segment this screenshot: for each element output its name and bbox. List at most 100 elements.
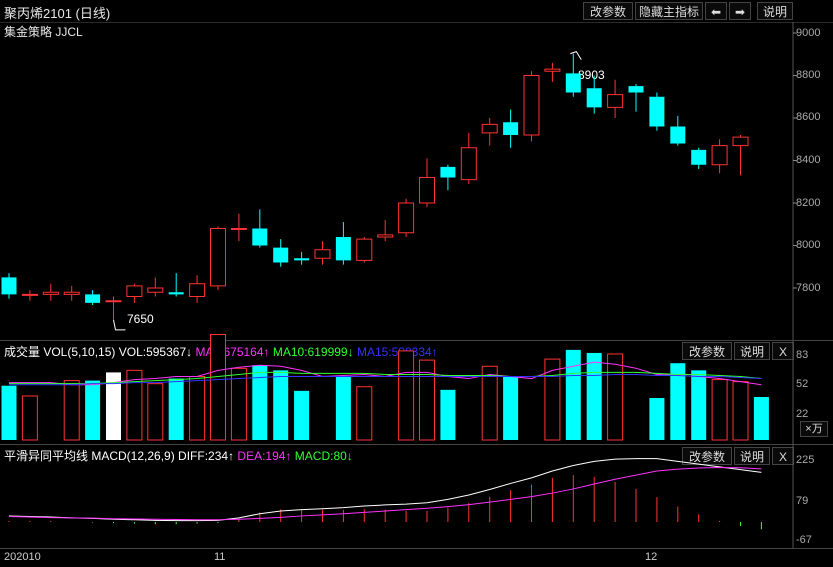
volume-bar <box>294 390 310 440</box>
volume-bar <box>711 379 728 441</box>
candle-body <box>523 75 540 136</box>
diff-line <box>8 458 762 522</box>
unit-label: ×万 <box>800 421 828 437</box>
max-pointer <box>570 51 582 60</box>
volume-help-button[interactable]: 说明 <box>734 342 770 360</box>
volume-bar <box>1 385 17 440</box>
volume-bar <box>753 396 769 440</box>
volume-bar <box>670 363 686 440</box>
max-price-label: 8903 <box>578 68 605 82</box>
macd-title-bar: 平滑异同平均线 MACD(12,26,9) DIFF:234↑ DEA:194↑… <box>4 447 353 464</box>
title-bar: 聚丙烯2101 (日线) 改参数 隐藏主指标 ⬅ ➡ 说明 <box>0 0 833 23</box>
y-tick: 9000 <box>796 27 821 39</box>
scroll-right-button[interactable]: ➡ <box>729 2 751 20</box>
ma15-value: MA15:598334↑ <box>356 345 438 359</box>
volume-bar <box>21 395 38 441</box>
volume-bar <box>85 380 101 440</box>
diff-value: DIFF:234↑ <box>178 449 235 463</box>
volume-bar <box>565 349 581 440</box>
volume-bar <box>252 365 268 440</box>
candle-body <box>294 258 310 261</box>
macd-y-tick: 79 <box>796 495 809 507</box>
volume-bar <box>503 376 519 440</box>
candle-body <box>377 234 394 238</box>
volume-bar <box>335 376 351 440</box>
volume-separator <box>0 340 833 341</box>
vol-y-tick: 22 <box>796 408 809 420</box>
min-price-label: 7650 <box>127 312 154 326</box>
x-axis-line <box>0 548 833 549</box>
candle-body <box>649 96 665 127</box>
vol-y-tick: 52 <box>796 378 809 390</box>
macd-y-tick: 225 <box>796 454 815 466</box>
macd-value: MACD:80↓ <box>294 449 353 463</box>
hide-indicator-button[interactable]: 隐藏主指标 <box>635 2 703 20</box>
candle-body <box>314 249 331 259</box>
help-button[interactable]: 说明 <box>757 2 793 20</box>
x-label: 202010 <box>4 551 41 563</box>
candle-body <box>460 147 477 181</box>
volume-bar <box>586 352 602 440</box>
volume-bar <box>732 381 749 441</box>
dea-line <box>8 466 762 521</box>
macd-separator <box>0 444 833 445</box>
candle-body <box>544 68 561 72</box>
y-tick: 8800 <box>796 69 821 81</box>
volume-bar <box>607 353 624 441</box>
macd-y-tick: -67 <box>796 534 812 546</box>
volume-bar <box>419 359 435 441</box>
candle-body <box>230 228 247 230</box>
volume-bar <box>210 334 226 441</box>
candle-body <box>670 126 686 144</box>
volume-bar <box>544 358 561 441</box>
candle-body <box>440 166 456 178</box>
candle-body <box>21 293 38 296</box>
y-tick: 8000 <box>796 239 821 251</box>
volume-bar <box>356 386 373 441</box>
candle-body <box>628 86 644 93</box>
candle-body <box>1 277 17 295</box>
y-tick: 8400 <box>796 154 821 166</box>
volume-bar <box>691 370 707 440</box>
candle-body <box>607 94 624 108</box>
ma10-line <box>9 371 762 385</box>
candle-body <box>691 149 707 165</box>
candle-body <box>189 283 206 297</box>
candle-body <box>503 122 519 135</box>
candle-body <box>63 291 80 295</box>
volume-title: 成交量 VOL(5,10,15) <box>4 345 116 359</box>
volume-bar <box>273 370 289 440</box>
candle-body <box>335 237 351 261</box>
candle-body <box>126 285 143 297</box>
volume-bar <box>147 383 164 441</box>
volume-bar <box>63 380 80 441</box>
candle-body <box>42 291 59 295</box>
candle-body <box>732 136 749 147</box>
params-button[interactable]: 改参数 <box>583 2 633 20</box>
volume-bar <box>230 367 247 441</box>
candle-body <box>419 177 435 204</box>
volume-bar <box>189 376 206 441</box>
volume-bar <box>168 378 184 440</box>
volume-bar <box>440 389 456 440</box>
dea-value: DEA:194↑ <box>237 449 292 463</box>
min-pointer <box>113 319 126 331</box>
macd-title: 平滑异同平均线 MACD(12,26,9) <box>4 449 175 463</box>
candle-body <box>147 287 164 293</box>
candle-body <box>356 238 373 261</box>
candle-body <box>586 88 602 108</box>
ma10-value: MA10:619999↓ <box>272 345 354 359</box>
macd-params-button[interactable]: 改参数 <box>682 447 732 465</box>
macd-help-button[interactable]: 说明 <box>734 447 770 465</box>
chart-title: 聚丙烯2101 (日线) <box>4 6 111 21</box>
indicator-subtitle: 集金策略 JJCL <box>4 25 83 39</box>
volume-params-button[interactable]: 改参数 <box>682 342 732 360</box>
volume-bar <box>106 372 121 440</box>
candle-body <box>398 202 415 234</box>
candle-body <box>711 145 728 166</box>
vol-y-tick: 83 <box>796 349 809 361</box>
y-tick: 7800 <box>796 282 821 294</box>
scroll-left-button[interactable]: ⬅ <box>705 2 727 20</box>
x-label: 11 <box>214 551 226 563</box>
